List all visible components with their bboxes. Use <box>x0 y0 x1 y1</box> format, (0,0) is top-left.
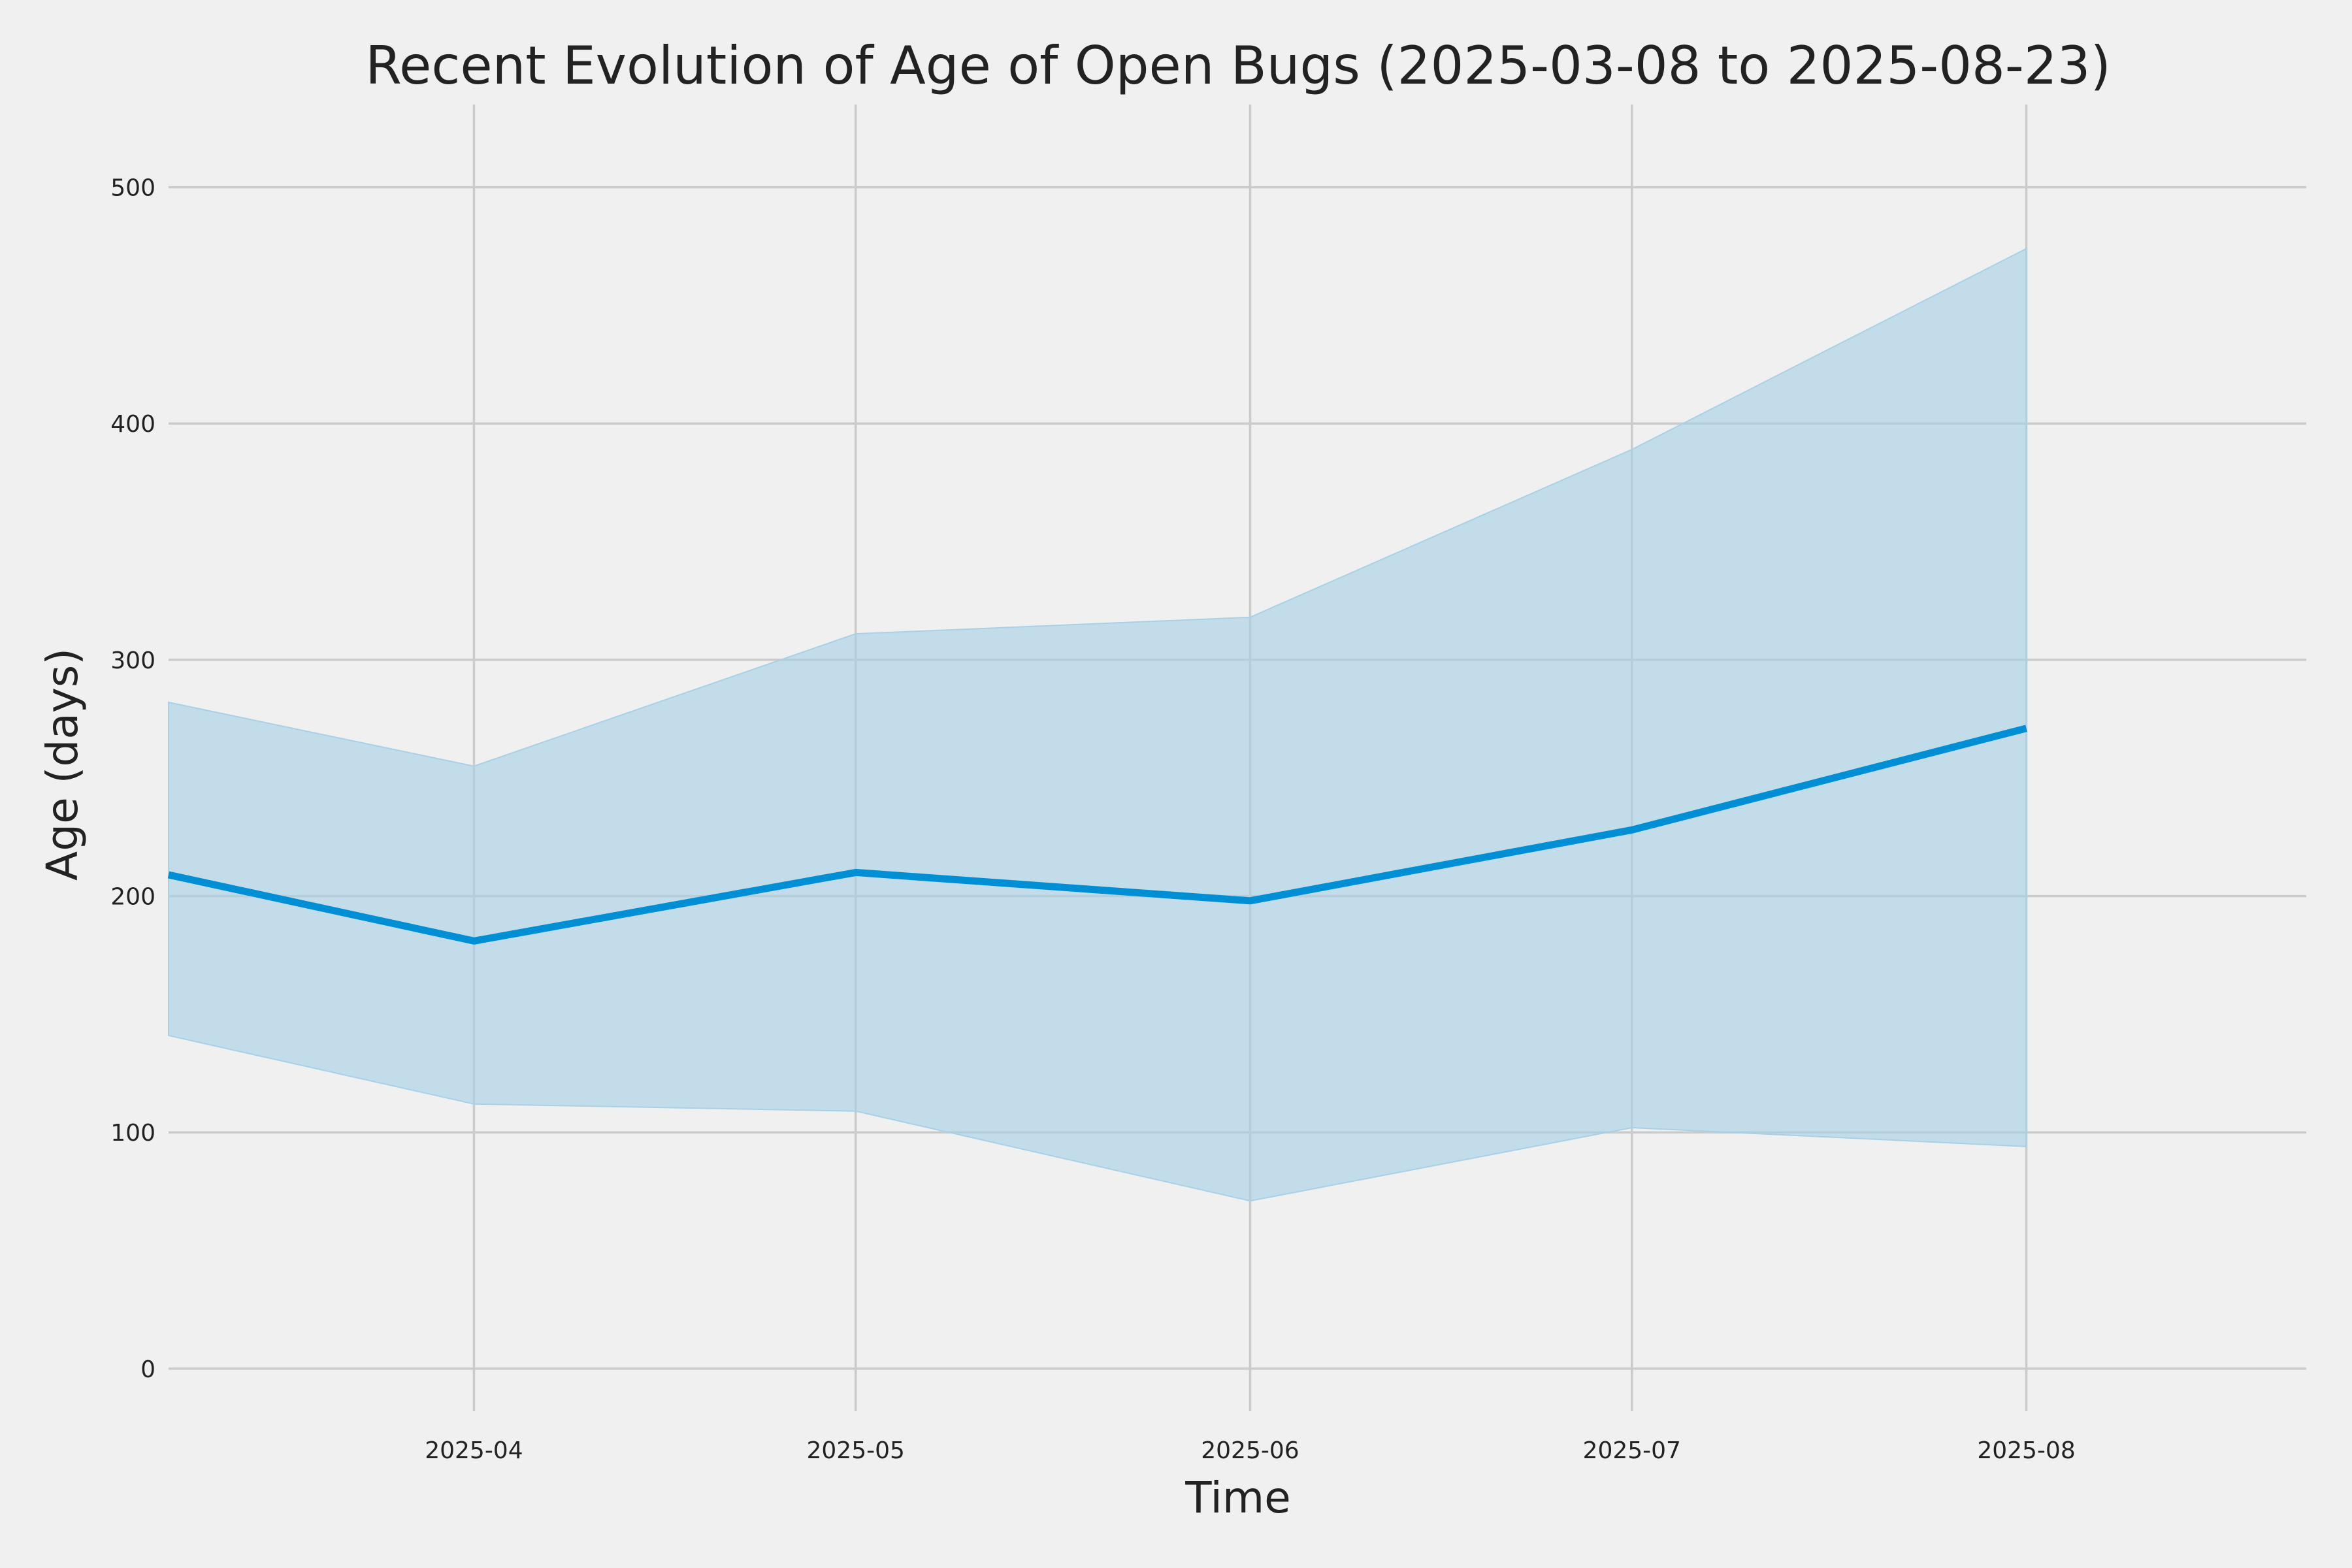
series-line <box>167 725 2027 945</box>
x-tick-label: 2025-06 <box>1201 1437 1299 1464</box>
y-tick-label: 200 <box>110 884 155 911</box>
confidence-band <box>168 247 2027 1202</box>
y-tick-label: 0 <box>140 1356 155 1383</box>
y-tick-labels: 0 100 200 300 400 500 <box>110 175 155 1383</box>
chart-title: Recent Evolution of Age of Open Bugs (20… <box>365 35 2111 96</box>
x-tick-label: 2025-07 <box>1583 1437 1681 1464</box>
y-tick-label: 400 <box>110 411 155 438</box>
y-tick-label: 500 <box>110 175 155 202</box>
x-tick-label: 2025-08 <box>1977 1437 2075 1464</box>
y-axis-title: Age (days) <box>37 648 88 881</box>
x-axis-title: Time <box>1184 1473 1291 1523</box>
y-tick-label: 100 <box>110 1120 155 1147</box>
y-tick-label: 300 <box>110 647 155 674</box>
x-tick-label: 2025-05 <box>807 1437 905 1464</box>
x-tick-label: 2025-04 <box>425 1437 523 1464</box>
x-tick-labels: 2025-04 2025-05 2025-06 2025-07 2025-08 <box>425 1437 2076 1464</box>
